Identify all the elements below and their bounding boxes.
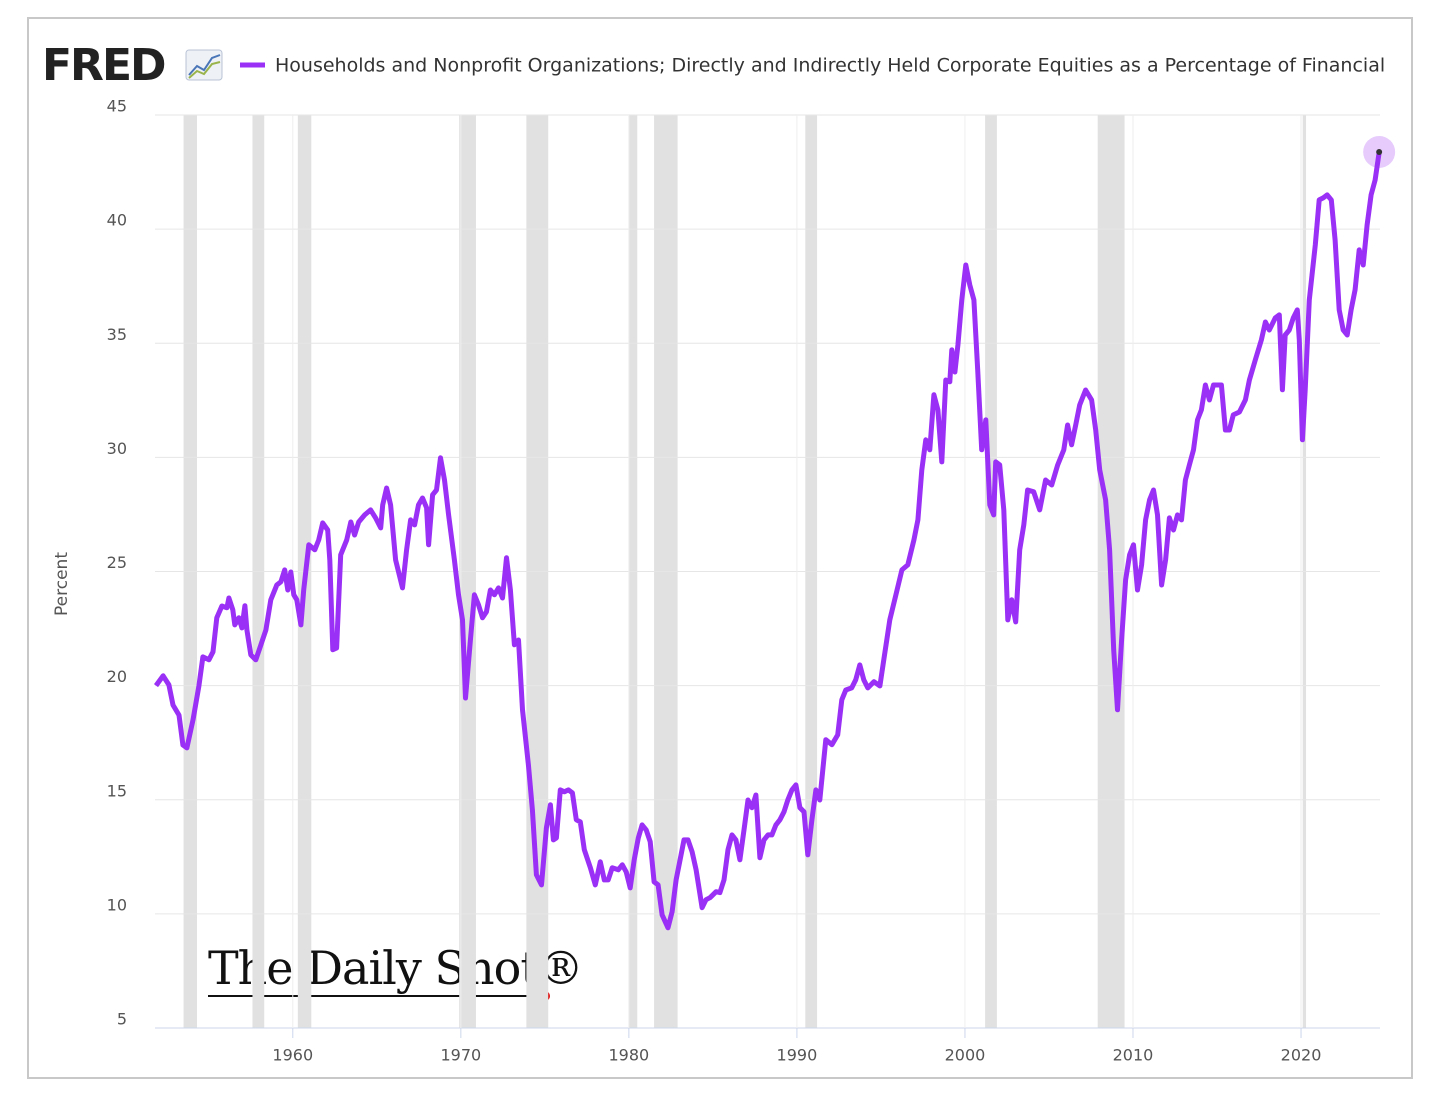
- x-tick-label: 1990: [777, 1046, 818, 1065]
- x-tick-label: 1960: [272, 1046, 313, 1065]
- x-tick-label: 1970: [440, 1046, 481, 1065]
- y-tick-label: 30: [107, 439, 127, 458]
- y-tick-label: 15: [107, 781, 127, 800]
- y-tick-label: 45: [107, 97, 127, 116]
- data-line: [153, 151, 1382, 931]
- watermark: The Daily Shot®: [208, 941, 583, 995]
- y-axis-label: Percent: [52, 552, 72, 616]
- last-point: [1376, 148, 1383, 155]
- legend-label: Households and Nonprofit Organizations; …: [275, 55, 1385, 77]
- logo-icon: [185, 49, 223, 81]
- y-tick-label: 40: [107, 211, 127, 230]
- y-tick-label: 25: [107, 553, 127, 572]
- x-tick-label: 2020: [1281, 1046, 1322, 1065]
- frame: [27, 17, 1413, 1079]
- x-tick-label: 2000: [945, 1046, 986, 1065]
- y-tick-label: 10: [107, 895, 127, 914]
- y-tick-label: 20: [107, 667, 127, 686]
- x-tick-label: 2010: [1113, 1046, 1154, 1065]
- y-tick-label: 35: [107, 325, 127, 344]
- y-tick-label: 5: [117, 1010, 127, 1029]
- logo: FRED: [42, 40, 165, 91]
- x-tick-label: 1980: [609, 1046, 650, 1065]
